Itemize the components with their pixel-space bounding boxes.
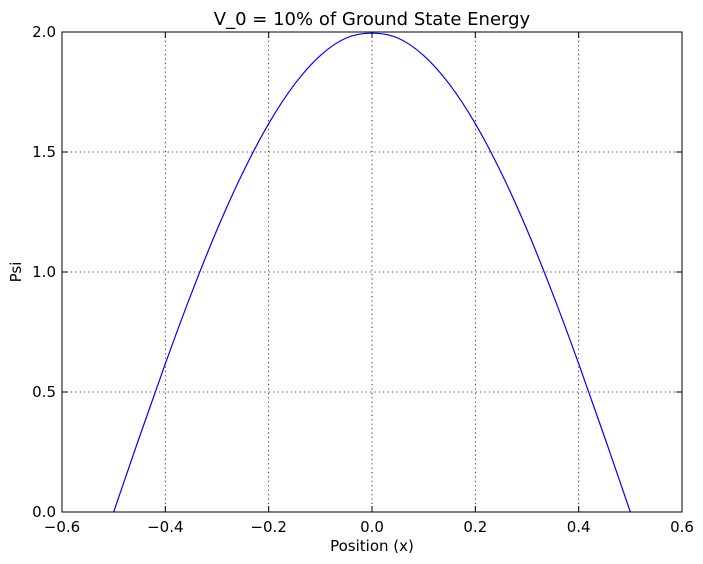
y-tick-label: 0.0 (32, 503, 56, 521)
x-tick-label: −0.4 (147, 518, 183, 536)
y-axis-label: Psi (7, 262, 25, 283)
x-tick-label: 0.0 (360, 518, 384, 536)
x-axis-label: Position (x) (330, 537, 414, 555)
y-tick-label: 0.5 (32, 383, 56, 401)
x-tick-label: 0.6 (670, 518, 694, 536)
curve-layer (113, 32, 631, 513)
x-tick-label: 0.4 (567, 518, 591, 536)
x-tick-label: −0.2 (250, 518, 286, 536)
x-tick-label: 0.2 (463, 518, 487, 536)
tick-layer: −0.6 −0.4 −0.2 0.0 0.2 0.4 0.6 0.0 0.5 1.0 1.5 2.0 (32, 23, 694, 536)
chart-title: V_0 = 10% of Ground State Energy (214, 9, 531, 30)
x-tick-label: −0.6 (44, 518, 80, 536)
y-tick-label: 2.0 (32, 23, 56, 41)
y-tick-label: 1.0 (32, 263, 56, 281)
psi-curve (113, 32, 631, 513)
y-tick-label: 1.5 (32, 143, 56, 161)
grid-layer (62, 32, 682, 512)
